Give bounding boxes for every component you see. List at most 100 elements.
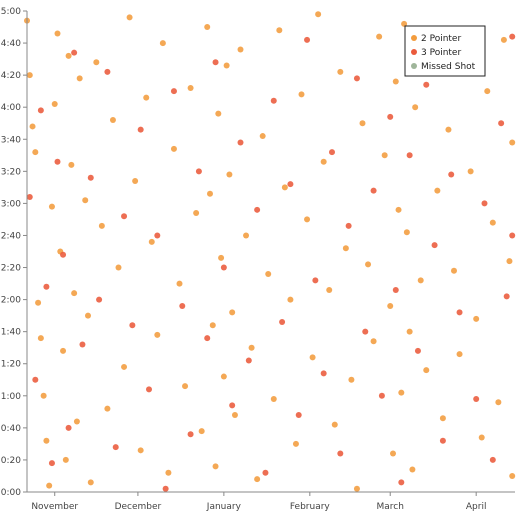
data-point bbox=[195, 168, 202, 175]
plot-area bbox=[24, 11, 516, 492]
data-point bbox=[509, 33, 516, 40]
data-point bbox=[223, 62, 230, 69]
data-point bbox=[165, 469, 172, 476]
data-point bbox=[170, 88, 177, 95]
data-point bbox=[220, 373, 227, 380]
data-point bbox=[287, 181, 294, 188]
data-point bbox=[503, 293, 510, 300]
data-point bbox=[489, 456, 496, 463]
data-point bbox=[281, 184, 288, 191]
x-tick-label: April bbox=[466, 502, 487, 512]
data-point bbox=[121, 213, 128, 220]
data-point bbox=[348, 376, 355, 383]
data-point bbox=[414, 347, 421, 354]
data-point bbox=[215, 110, 222, 117]
data-point bbox=[73, 418, 80, 425]
data-point bbox=[148, 238, 155, 245]
data-point bbox=[237, 46, 244, 53]
data-point bbox=[320, 370, 327, 377]
data-point bbox=[448, 171, 455, 178]
data-point bbox=[87, 479, 94, 486]
data-point bbox=[254, 476, 261, 483]
data-point bbox=[204, 335, 211, 342]
legend-swatch bbox=[411, 35, 417, 41]
data-point bbox=[390, 450, 396, 457]
y-tick-label: 1:20 bbox=[1, 360, 21, 370]
data-point bbox=[456, 351, 463, 358]
data-point bbox=[159, 40, 166, 47]
data-point bbox=[481, 200, 488, 207]
data-point bbox=[85, 312, 91, 319]
data-point bbox=[387, 303, 394, 310]
data-point bbox=[43, 283, 50, 290]
data-point bbox=[345, 222, 352, 229]
data-point bbox=[406, 328, 413, 335]
data-point bbox=[121, 363, 128, 370]
data-point bbox=[331, 421, 338, 428]
data-point bbox=[212, 463, 219, 470]
data-point bbox=[60, 347, 67, 354]
data-point bbox=[143, 94, 150, 101]
data-point bbox=[248, 344, 255, 351]
data-point bbox=[467, 168, 474, 175]
y-tick-label: 5:00 bbox=[1, 7, 21, 17]
data-point bbox=[315, 11, 322, 18]
data-point bbox=[54, 30, 61, 37]
data-point bbox=[456, 309, 463, 316]
y-tick-label: 4:40 bbox=[1, 39, 21, 49]
data-point bbox=[292, 440, 299, 447]
data-point bbox=[270, 396, 277, 403]
data-point bbox=[60, 251, 67, 258]
data-point bbox=[187, 431, 194, 438]
data-point bbox=[71, 49, 78, 56]
y-tick-label: 4:00 bbox=[1, 103, 21, 113]
data-point bbox=[500, 36, 507, 43]
data-point bbox=[509, 472, 516, 479]
data-point bbox=[154, 232, 161, 239]
data-point bbox=[37, 107, 44, 114]
data-point bbox=[48, 460, 55, 467]
data-point bbox=[79, 341, 86, 348]
data-point bbox=[265, 270, 272, 277]
data-point bbox=[104, 405, 111, 412]
data-point bbox=[207, 190, 213, 197]
data-point bbox=[259, 133, 266, 140]
data-point bbox=[362, 328, 369, 335]
legend-label: Missed Shot bbox=[421, 62, 476, 72]
data-point bbox=[509, 232, 516, 239]
data-point bbox=[87, 174, 94, 181]
data-point bbox=[445, 126, 452, 133]
y-tick-label: 3:40 bbox=[1, 135, 21, 145]
data-point bbox=[129, 322, 136, 329]
data-point bbox=[71, 290, 78, 297]
data-point bbox=[220, 264, 227, 271]
data-point bbox=[295, 412, 302, 419]
data-point bbox=[26, 193, 33, 200]
data-point bbox=[65, 424, 72, 431]
data-point bbox=[304, 216, 311, 223]
data-point bbox=[337, 68, 344, 75]
y-tick-label: 2:20 bbox=[1, 264, 21, 274]
data-point bbox=[387, 113, 394, 120]
legend-box bbox=[404, 25, 486, 77]
data-point bbox=[484, 88, 491, 95]
data-point bbox=[126, 14, 133, 21]
data-point bbox=[29, 123, 36, 130]
data-point bbox=[93, 59, 100, 66]
data-point bbox=[229, 402, 236, 409]
data-point bbox=[423, 81, 430, 88]
data-point bbox=[48, 203, 55, 210]
data-point bbox=[431, 242, 438, 249]
series-2-pointer bbox=[24, 11, 516, 492]
data-point bbox=[204, 24, 211, 31]
data-point bbox=[154, 331, 161, 338]
data-point bbox=[243, 232, 250, 239]
data-point bbox=[365, 261, 372, 268]
data-point bbox=[342, 245, 349, 252]
x-tick-label: March bbox=[377, 502, 404, 512]
series-3-pointer bbox=[26, 33, 516, 492]
data-point bbox=[423, 367, 430, 374]
data-point bbox=[231, 412, 238, 419]
data-point bbox=[76, 75, 83, 82]
data-point bbox=[506, 258, 513, 265]
